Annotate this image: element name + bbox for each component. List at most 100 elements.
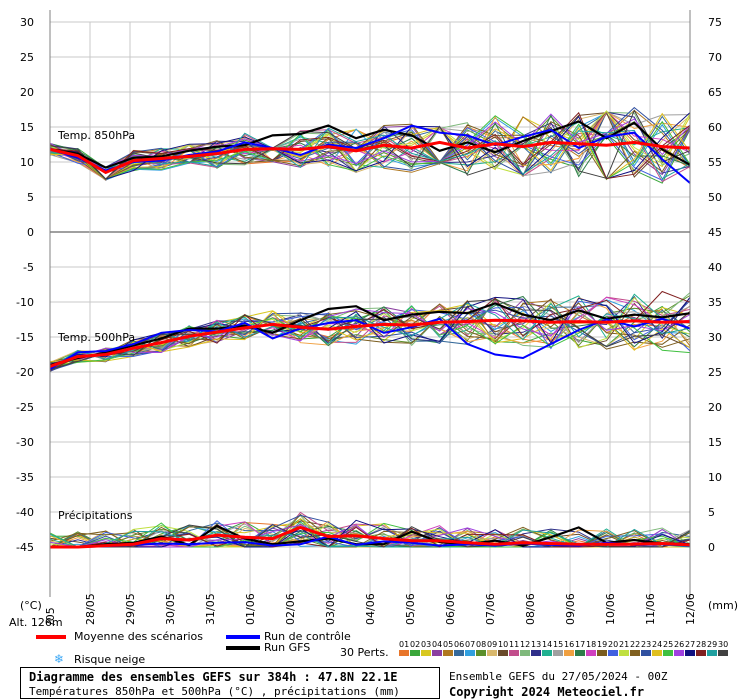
pert-number: 04 bbox=[432, 640, 443, 649]
pert-color-swatch bbox=[707, 650, 717, 656]
pert-color-swatch bbox=[718, 650, 728, 656]
right-tick-label-precip: 30 bbox=[708, 331, 722, 344]
right-tick-label-precip: 15 bbox=[708, 436, 722, 449]
right-tick-label-precip: 35 bbox=[708, 296, 722, 309]
x-date-label: 03/06 bbox=[324, 593, 337, 625]
pert-color-swatch bbox=[498, 650, 508, 656]
pert-color-swatch bbox=[410, 650, 420, 656]
pert-color-swatch bbox=[487, 650, 497, 656]
pert-number: 19 bbox=[597, 640, 608, 649]
pert-number: 09 bbox=[487, 640, 498, 649]
pert-line-850 bbox=[49, 106, 691, 176]
pert-line-500 bbox=[49, 299, 691, 371]
pert-number: 02 bbox=[410, 640, 421, 649]
pert-line-850 bbox=[49, 112, 691, 180]
left-tick-label: -25 bbox=[16, 401, 34, 414]
pert-line-850 bbox=[49, 115, 691, 180]
pert-color-swatch bbox=[564, 650, 574, 656]
left-tick-label: 0 bbox=[27, 226, 34, 239]
left-tick-label: -45 bbox=[16, 541, 34, 554]
right-axis-unit: (mm) bbox=[708, 599, 739, 612]
right-tick-label: 45 bbox=[708, 226, 722, 239]
pert-color-swatch bbox=[553, 650, 563, 656]
copyright: Copyright 2024 Meteociel.fr bbox=[449, 685, 645, 699]
pert-color-swatch bbox=[542, 650, 552, 656]
right-tick-label-precip: 5 bbox=[708, 506, 715, 519]
left-tick-label: -5 bbox=[23, 261, 34, 274]
pert-color-swatch bbox=[509, 650, 519, 656]
control-swatch bbox=[226, 635, 260, 639]
pert-color-swatch bbox=[432, 650, 442, 656]
pert-number: 07 bbox=[465, 640, 476, 649]
pert-color-swatch bbox=[630, 650, 640, 656]
pert-number: 25 bbox=[663, 640, 674, 649]
series-line-850 bbox=[49, 120, 691, 169]
x-date-label: 29/05 bbox=[124, 593, 137, 625]
panel-label-500: Temp. 500hPa bbox=[58, 331, 136, 344]
x-date-label: /05 bbox=[44, 607, 57, 625]
pert-color-swatch bbox=[520, 650, 530, 656]
pert-number: 21 bbox=[619, 640, 630, 649]
pert-number: 23 bbox=[641, 640, 652, 649]
left-tick-label: 25 bbox=[20, 51, 34, 64]
pert-number: 26 bbox=[674, 640, 685, 649]
left-tick-label: -35 bbox=[16, 471, 34, 484]
left-tick-label: -10 bbox=[16, 296, 34, 309]
right-tick-label-precip: 10 bbox=[708, 471, 722, 484]
pert-line-850 bbox=[49, 127, 691, 180]
pert-number: 17 bbox=[575, 640, 586, 649]
pert-color-swatch bbox=[674, 650, 684, 656]
footer-title: Diagramme des ensembles GEFS sur 384h : … bbox=[29, 670, 398, 684]
pert-number: 30 bbox=[718, 640, 729, 649]
pert-line-500 bbox=[49, 302, 691, 369]
gfs-swatch bbox=[226, 646, 260, 650]
mean-swatch bbox=[36, 635, 66, 639]
pert-number: 16 bbox=[564, 640, 575, 649]
pert-number: 22 bbox=[630, 640, 641, 649]
right-tick-label: 50 bbox=[708, 191, 722, 204]
axes bbox=[49, 10, 691, 597]
x-date-label: 10/06 bbox=[604, 593, 617, 625]
main-series-lines bbox=[49, 120, 691, 549]
pert-number: 06 bbox=[454, 640, 465, 649]
x-date-label: 06/06 bbox=[444, 593, 457, 625]
chart-grid bbox=[49, 21, 691, 597]
pert-color-swatch bbox=[652, 650, 662, 656]
gfs-label: Run GFS bbox=[264, 641, 311, 654]
pert-number: 12 bbox=[520, 640, 531, 649]
x-date-label: 07/06 bbox=[484, 593, 497, 625]
pert-line-850 bbox=[49, 126, 691, 181]
snow-label: Risque neige bbox=[74, 653, 146, 666]
series-line-500 bbox=[49, 318, 691, 368]
left-axis-unit: (°C) bbox=[20, 599, 42, 612]
pert-color-swatch bbox=[465, 650, 475, 656]
pert-number: 10 bbox=[498, 640, 509, 649]
panel-label-850: Temp. 850hPa bbox=[58, 129, 136, 142]
series-line-500 bbox=[49, 302, 691, 367]
x-date-label: 05/06 bbox=[404, 593, 417, 625]
pert-number: 27 bbox=[685, 640, 696, 649]
left-tick-label: 10 bbox=[20, 156, 34, 169]
right-tick-label: 65 bbox=[708, 86, 722, 99]
x-date-label: 11/06 bbox=[644, 593, 657, 625]
footer-title-box: Diagramme des ensembles GEFS sur 384h : … bbox=[20, 667, 440, 699]
x-date-label: 08/06 bbox=[524, 593, 537, 625]
x-date-label: 30/05 bbox=[164, 593, 177, 625]
right-tick-label: 75 bbox=[708, 16, 722, 29]
x-date-label: 31/05 bbox=[204, 593, 217, 625]
right-tick-label: 55 bbox=[708, 156, 722, 169]
left-tick-label: 20 bbox=[20, 86, 34, 99]
pert-color-swatch bbox=[663, 650, 673, 656]
series-line-850 bbox=[49, 124, 691, 184]
pert-color-swatch bbox=[586, 650, 596, 656]
right-tick-label-precip: 20 bbox=[708, 401, 722, 414]
pert-line-500 bbox=[49, 306, 691, 365]
pert-color-swatch bbox=[575, 650, 585, 656]
mean-label: Moyenne des scénarios bbox=[74, 630, 203, 643]
pert-color-swatch bbox=[641, 650, 651, 656]
run-info: Ensemble GEFS du 27/05/2024 - 00Z bbox=[449, 670, 668, 683]
right-tick-label: 70 bbox=[708, 51, 722, 64]
series-line-850 bbox=[49, 140, 691, 175]
pert-number: 24 bbox=[652, 640, 663, 649]
pert-number: 03 bbox=[421, 640, 432, 649]
